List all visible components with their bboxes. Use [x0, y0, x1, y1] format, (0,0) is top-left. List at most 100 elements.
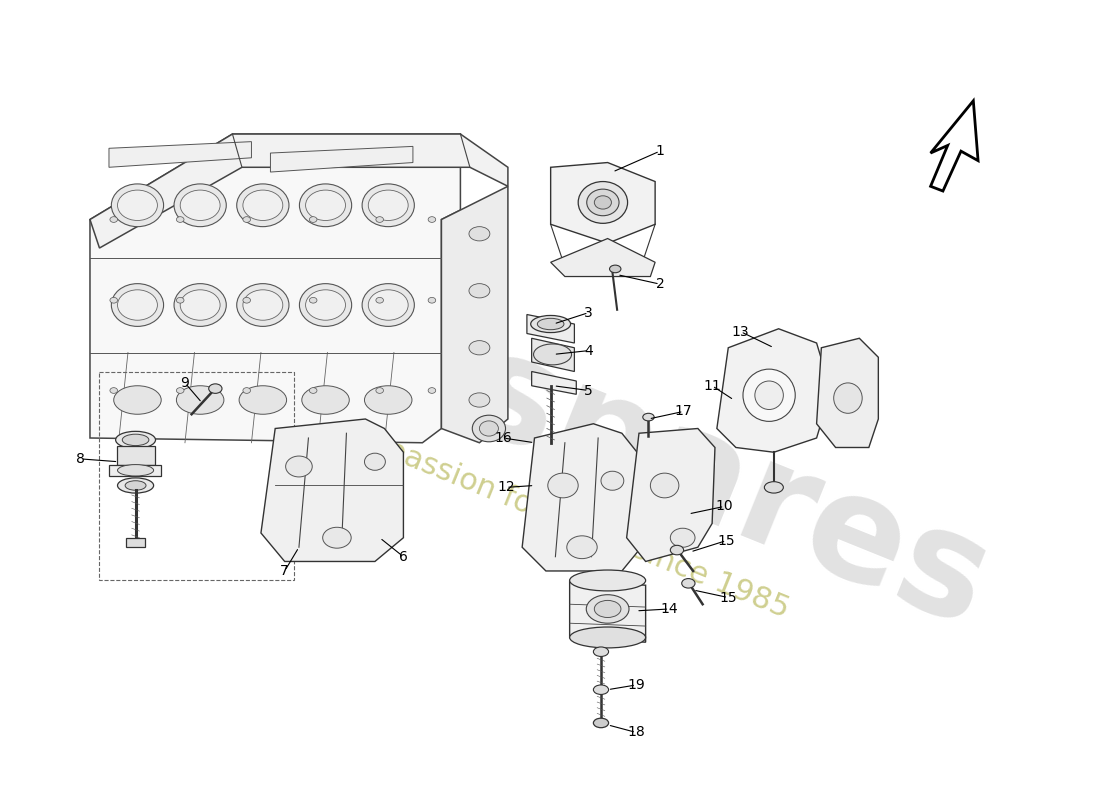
Ellipse shape	[755, 381, 783, 410]
Ellipse shape	[309, 388, 317, 394]
Ellipse shape	[594, 196, 612, 209]
Ellipse shape	[586, 189, 619, 216]
Ellipse shape	[309, 217, 317, 222]
Ellipse shape	[469, 341, 490, 355]
Ellipse shape	[322, 527, 351, 548]
Ellipse shape	[472, 415, 506, 442]
Polygon shape	[931, 101, 978, 191]
Ellipse shape	[593, 718, 608, 728]
Ellipse shape	[180, 190, 220, 221]
Ellipse shape	[243, 388, 251, 394]
Ellipse shape	[176, 298, 184, 303]
Text: 9: 9	[180, 376, 189, 390]
Ellipse shape	[299, 284, 352, 326]
Ellipse shape	[116, 431, 155, 449]
Polygon shape	[627, 429, 715, 562]
Ellipse shape	[642, 414, 654, 421]
Ellipse shape	[368, 190, 408, 221]
Text: 15: 15	[717, 534, 735, 547]
Ellipse shape	[593, 685, 608, 694]
Ellipse shape	[601, 471, 624, 490]
Ellipse shape	[368, 290, 408, 320]
Polygon shape	[551, 162, 656, 243]
Text: 12: 12	[497, 480, 515, 494]
Ellipse shape	[236, 184, 289, 226]
Ellipse shape	[682, 578, 695, 588]
Polygon shape	[117, 446, 155, 465]
Ellipse shape	[609, 265, 620, 273]
Ellipse shape	[180, 290, 220, 320]
Ellipse shape	[469, 284, 490, 298]
Text: 6: 6	[399, 550, 408, 564]
Ellipse shape	[118, 465, 154, 476]
Text: eurospares: eurospares	[101, 181, 1009, 657]
Ellipse shape	[670, 528, 695, 547]
Bar	[99, 371, 294, 581]
Text: 5: 5	[584, 383, 593, 398]
Ellipse shape	[469, 226, 490, 241]
Text: 10: 10	[716, 499, 734, 514]
Ellipse shape	[376, 388, 384, 394]
Ellipse shape	[480, 421, 498, 436]
Text: 3: 3	[584, 306, 593, 320]
Text: 2: 2	[656, 277, 664, 291]
Polygon shape	[531, 371, 576, 394]
Ellipse shape	[579, 182, 628, 223]
Ellipse shape	[174, 184, 227, 226]
Polygon shape	[522, 424, 641, 571]
Ellipse shape	[243, 217, 251, 222]
Ellipse shape	[670, 546, 683, 555]
Ellipse shape	[362, 184, 415, 226]
Text: a passion for parts since 1985: a passion for parts since 1985	[355, 424, 793, 623]
Ellipse shape	[428, 298, 436, 303]
Ellipse shape	[650, 473, 679, 498]
Ellipse shape	[110, 298, 118, 303]
Ellipse shape	[742, 369, 795, 422]
Ellipse shape	[534, 344, 572, 365]
Text: 16: 16	[494, 431, 512, 445]
Ellipse shape	[243, 290, 283, 320]
Ellipse shape	[122, 434, 149, 446]
Ellipse shape	[306, 190, 345, 221]
Polygon shape	[109, 142, 252, 167]
Polygon shape	[441, 186, 508, 442]
Ellipse shape	[110, 217, 118, 222]
Ellipse shape	[530, 315, 571, 333]
Polygon shape	[90, 134, 461, 442]
Ellipse shape	[566, 536, 597, 558]
Text: 8: 8	[76, 452, 85, 466]
Ellipse shape	[376, 298, 384, 303]
Ellipse shape	[118, 478, 154, 493]
Ellipse shape	[364, 453, 385, 470]
Text: 15: 15	[719, 590, 737, 605]
Ellipse shape	[301, 386, 350, 414]
Ellipse shape	[176, 388, 184, 394]
Text: 19: 19	[627, 678, 645, 692]
Polygon shape	[90, 134, 508, 248]
Polygon shape	[570, 581, 646, 642]
Ellipse shape	[176, 217, 184, 222]
Polygon shape	[717, 329, 830, 452]
Ellipse shape	[286, 456, 312, 477]
Polygon shape	[531, 338, 574, 371]
Ellipse shape	[428, 388, 436, 394]
Ellipse shape	[594, 601, 620, 618]
Polygon shape	[261, 419, 404, 562]
Polygon shape	[126, 538, 145, 547]
Ellipse shape	[376, 217, 384, 222]
Ellipse shape	[469, 393, 490, 407]
Ellipse shape	[110, 388, 118, 394]
Ellipse shape	[548, 473, 579, 498]
Ellipse shape	[243, 190, 283, 221]
Ellipse shape	[428, 217, 436, 222]
Text: 1: 1	[656, 144, 664, 158]
Ellipse shape	[118, 190, 157, 221]
Ellipse shape	[113, 386, 162, 414]
Text: 14: 14	[661, 602, 679, 616]
Polygon shape	[551, 238, 656, 277]
Text: 18: 18	[627, 726, 645, 739]
Ellipse shape	[118, 290, 157, 320]
Text: 17: 17	[674, 404, 692, 418]
Ellipse shape	[111, 184, 164, 226]
Ellipse shape	[209, 384, 222, 394]
